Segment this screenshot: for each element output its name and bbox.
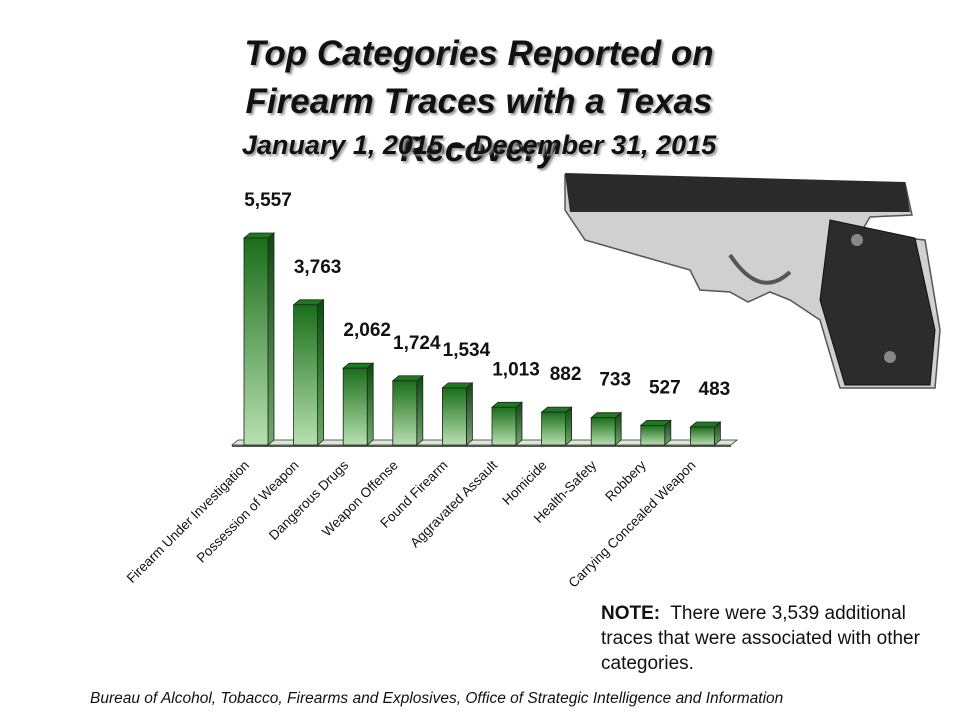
bar-front <box>392 380 418 446</box>
value-label: 1,724 <box>393 333 441 354</box>
bar-front <box>640 424 666 446</box>
bar-front <box>491 406 517 446</box>
bar-front <box>690 426 715 446</box>
value-label: 483 <box>699 379 731 400</box>
bar-side <box>317 298 324 446</box>
bar-top <box>639 419 672 426</box>
bar-side <box>466 382 473 446</box>
bar-front <box>293 304 319 446</box>
bar-front <box>243 237 269 446</box>
bar-side <box>515 401 523 446</box>
bar-top <box>689 421 722 428</box>
bar-top <box>441 382 474 389</box>
source: Bureau of Alcohol, Tobacco, Firearms and… <box>90 690 784 707</box>
bar <box>490 401 524 446</box>
floor-edge <box>232 445 731 447</box>
value-label: 882 <box>550 364 582 385</box>
bar <box>292 298 325 446</box>
bar-top <box>391 375 424 382</box>
x-tick-label: Homicide <box>499 458 549 508</box>
value-label: 1,013 <box>492 359 540 380</box>
note-label: NOTE: <box>601 603 661 624</box>
bar <box>590 411 623 446</box>
bar-side <box>366 362 374 446</box>
bar-top <box>490 401 524 408</box>
pistol-grip <box>819 219 936 386</box>
chart-subtitle: January 1, 2015 – December 31, 2015 <box>241 130 717 160</box>
value-label: 5,557 <box>244 190 292 211</box>
pistol <box>564 173 941 389</box>
bar-side <box>614 411 622 446</box>
bar-top <box>342 362 375 369</box>
x-tick-label: Robbery <box>602 457 649 504</box>
pistol-screw <box>884 351 896 363</box>
x-tick-label: Aggravated Assault <box>407 457 500 550</box>
bar <box>391 374 424 446</box>
value-label: 3,763 <box>294 257 342 278</box>
bar-front <box>342 367 368 446</box>
value-label: 2,062 <box>343 320 391 341</box>
chart-title: Top Categories Reported on Firearm Trace… <box>244 34 714 169</box>
bar-front <box>541 411 566 446</box>
bar <box>441 382 474 446</box>
value-label: 527 <box>649 377 681 398</box>
bar <box>540 406 573 446</box>
pistol-slide <box>565 173 910 212</box>
pistol-screw <box>851 234 863 246</box>
bar-top <box>242 232 276 239</box>
bar <box>242 232 276 446</box>
bar-front <box>590 417 616 446</box>
bar-top <box>590 412 623 419</box>
bar-top <box>540 406 573 413</box>
bar-top <box>292 299 325 306</box>
bar-side <box>416 374 424 446</box>
bar-side <box>267 232 275 446</box>
note: NOTE: There were 3,539 additional traces… <box>601 601 951 676</box>
bar-side <box>565 406 572 446</box>
bar-front <box>441 387 467 446</box>
note-text: There were 3,539 additional traces that … <box>601 603 920 674</box>
bar <box>639 419 672 446</box>
bar <box>342 362 375 446</box>
value-label: 733 <box>599 370 631 391</box>
value-label: 1,534 <box>443 340 491 361</box>
pistol-trigger-guard <box>728 253 792 285</box>
bar <box>689 421 722 446</box>
